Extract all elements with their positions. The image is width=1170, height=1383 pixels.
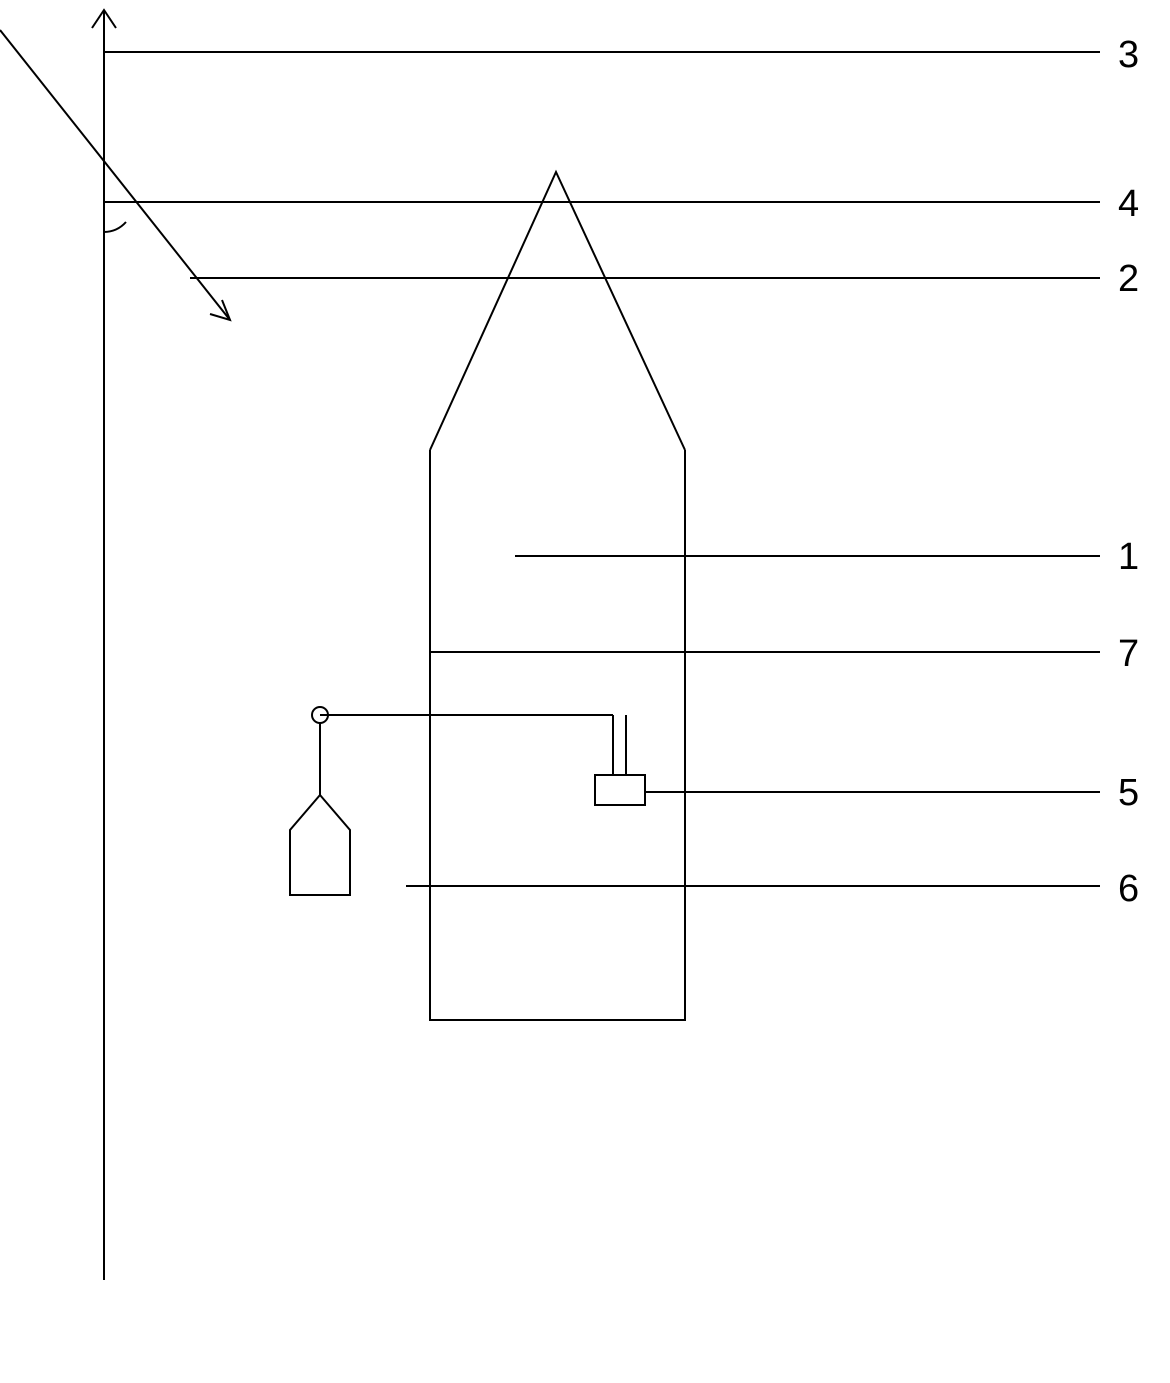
label-4: 4 — [1118, 183, 1139, 226]
hanging-load — [290, 795, 350, 895]
label-7: 7 — [1118, 633, 1139, 676]
building-body — [430, 450, 685, 1020]
label-6: 6 — [1118, 868, 1139, 911]
label-3: 3 — [1118, 34, 1139, 77]
winch-box — [595, 775, 645, 805]
label-1: 1 — [1118, 536, 1139, 579]
angle-arc — [104, 222, 126, 232]
building-roof — [430, 172, 685, 450]
diagram-container: 1 2 3 4 5 6 7 — [0, 0, 1170, 1378]
diagram-svg — [0, 0, 1170, 1378]
label-5: 5 — [1118, 772, 1139, 815]
label-2: 2 — [1118, 258, 1139, 301]
diagonal-arrow — [0, 30, 230, 320]
